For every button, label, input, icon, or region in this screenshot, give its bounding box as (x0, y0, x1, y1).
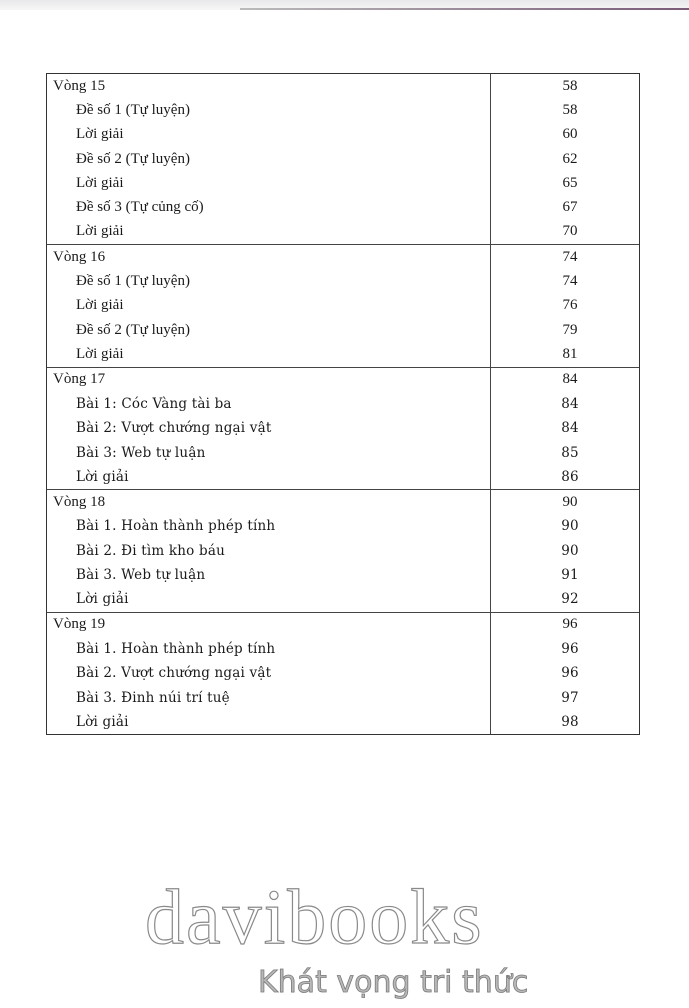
toc-entry: Lời giải 65 (47, 171, 639, 196)
entry-title: Bài 3. Web tự luận (47, 562, 491, 588)
toc-entry: Đề số 2 (Tự luyện) 79 (47, 317, 639, 343)
entry-title: Lời giải (47, 587, 491, 612)
toc-section: Vòng 16 74 Đề số 1 (Tự luyện) 74 Lời giải 76 Đ… (47, 244, 639, 367)
entry-title: Vòng 18 (47, 490, 491, 515)
toc-entry: Đề số 2 (Tự luyện) 62 (47, 146, 639, 172)
entry-page-number: 91 (561, 567, 579, 584)
entry-page-number: 84 (561, 420, 579, 437)
entry-page-number: 58 (562, 77, 578, 94)
entry-page-number: 62 (562, 150, 578, 167)
entry-page-number: 86 (561, 468, 579, 485)
toc-section: Vòng 18 90 Bài 1. Hoàn thành phép tính 90 Bà… (47, 489, 639, 612)
entry-title: Lời giải (47, 342, 491, 367)
toc-entry: Lời giải 60 (47, 122, 639, 147)
toc-section-heading: Vòng 18 90 (47, 490, 639, 515)
toc-section-heading: Vòng 16 74 (47, 245, 639, 270)
entry-page-number: 81 (562, 345, 578, 362)
entry-title: Bài 1. Hoàn thành phép tính (47, 514, 491, 539)
toc-entry: Bài 1. Hoàn thành phép tính 90 (47, 514, 639, 539)
entry-page-number: 97 (561, 689, 579, 706)
entry-page-number: 60 (562, 126, 578, 143)
toc-entry: Bài 1: Cóc Vàng tài ba 84 (47, 391, 639, 417)
entry-title: Lời giải (47, 122, 491, 147)
toc-entry: Lời giải 81 (47, 342, 639, 367)
toc-entry: Lời giải 98 (47, 709, 639, 735)
toc-entry: Bài 2. Đi tìm kho báu 90 (47, 538, 639, 563)
toc-entry: Bài 3. Đinh núi trí tuệ 97 (47, 685, 639, 710)
toc-entry: Đề số 1 (Tự luyện) 58 (47, 98, 639, 123)
entry-title: Lời giải (47, 293, 491, 318)
entry-title: Đề số 3 (Tự củng cố) (47, 195, 491, 220)
entry-title: Đề số 1 (Tự luyện) (47, 269, 491, 294)
entry-title: Đề số 2 (Tự luyện) (47, 146, 491, 172)
entry-page-number: 90 (561, 542, 579, 559)
entry-title: Bài 2. Vượt chướng ngại vật (47, 661, 491, 686)
entry-page-number: 90 (562, 493, 578, 510)
entry-title: Vòng 15 (47, 74, 491, 99)
entry-page-number: 65 (562, 174, 578, 191)
entry-page-number: 76 (562, 297, 578, 314)
toc-entry: Bài 1. Hoàn thành phép tính 96 (47, 636, 639, 662)
toc-section: Vòng 17 84 Bài 1: Cóc Vàng tài ba 84 Bài 2: … (47, 366, 639, 490)
entry-page-number: 98 (561, 713, 579, 730)
watermark-tagline: Khát vọng tri thức (258, 965, 529, 1001)
toc-section: Vòng 19 96 Bài 1. Hoàn thành phép tính 96 Bà… (47, 611, 639, 735)
toc-entry: Lời giải 70 (47, 219, 639, 245)
entry-page-number: 74 (562, 248, 578, 265)
entry-title: Bài 2. Đi tìm kho báu (47, 538, 491, 563)
toc-section-heading: Vòng 17 84 (47, 367, 639, 392)
entry-title: Bài 3: Web tự luận (47, 440, 491, 465)
entry-title: Vòng 19 (47, 612, 491, 637)
toc-entry: Đề số 3 (Tự củng cố) 67 (47, 195, 639, 220)
entry-page-number: 74 (562, 273, 578, 290)
entry-title: Bài 1: Cóc Vàng tài ba (47, 391, 491, 417)
entry-page-number: 90 (561, 518, 579, 535)
entry-title: Lời giải (47, 464, 491, 490)
entry-title: Bài 1. Hoàn thành phép tính (47, 636, 491, 662)
toc-entry: Bài 3: Web tự luận 85 (47, 440, 639, 465)
entry-page-number: 58 (562, 101, 578, 118)
toc-entry: Lời giải 92 (47, 587, 639, 612)
toc-section-heading: Vòng 15 58 (47, 74, 639, 99)
toc-entry: Đề số 1 (Tự luyện) 74 (47, 269, 639, 294)
entry-page-number: 92 (561, 591, 579, 608)
entry-title: Đề số 1 (Tự luyện) (47, 98, 491, 123)
entry-title: Bài 3. Đinh núi trí tuệ (47, 685, 491, 710)
entry-title: Đề số 2 (Tự luyện) (47, 317, 491, 343)
toc-entry: Bài 2: Vượt chướng ngại vật 84 (47, 416, 639, 441)
entry-page-number: 70 (562, 223, 578, 240)
entry-page-number: 96 (561, 640, 579, 657)
toc-entry: Bài 3. Web tự luận 91 (47, 562, 639, 588)
entry-title: Bài 2: Vượt chướng ngại vật (47, 416, 491, 441)
entry-title: Lời giải (47, 219, 491, 245)
watermark-brand: davibooks (144, 872, 484, 960)
entry-page-number: 96 (562, 616, 578, 633)
entry-page-number: 84 (561, 396, 579, 412)
entry-page-number: 84 (562, 371, 578, 388)
entry-title: Lời giải (47, 709, 491, 735)
entry-page-number: 85 (561, 444, 579, 461)
toc-section-heading: Vòng 19 96 (47, 612, 639, 637)
entry-page-number: 96 (561, 665, 579, 682)
toc-entry: Lời giải 86 (47, 464, 639, 490)
entry-page-number: 79 (562, 321, 578, 338)
toc-entry: Lời giải 76 (47, 293, 639, 318)
scan-top-edge (0, 0, 689, 10)
toc-section: Vòng 15 58 Đề số 1 (Tự luyện) 58 Lời giải 60 Đ… (47, 74, 639, 245)
entry-page-number: 67 (562, 199, 578, 216)
entry-title: Vòng 16 (47, 245, 491, 270)
entry-title: Lời giải (47, 171, 491, 196)
toc-entry: Bài 2. Vượt chướng ngại vật 96 (47, 661, 639, 686)
table-of-contents: Vòng 15 58 Đề số 1 (Tự luyện) 58 Lời giải 60 Đ… (46, 73, 640, 736)
scan-top-line (240, 8, 689, 10)
entry-title: Vòng 17 (47, 367, 491, 392)
